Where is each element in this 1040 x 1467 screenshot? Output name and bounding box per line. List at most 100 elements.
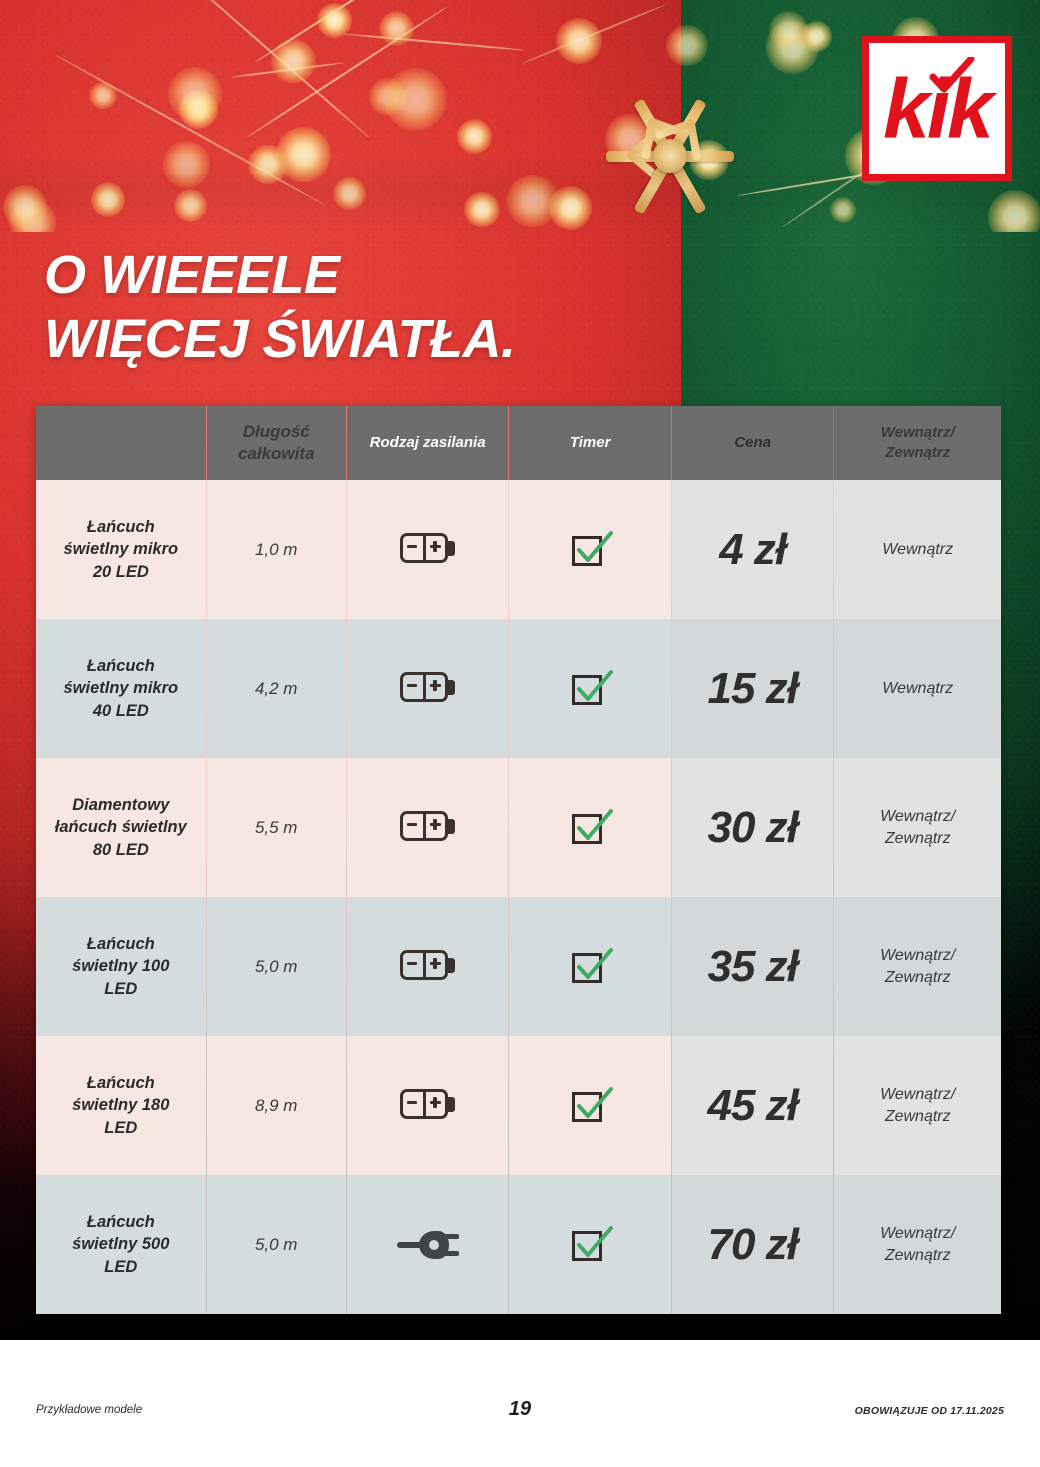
cell-timer (508, 619, 672, 758)
cell-product-name: Łańcuch świetlny 180 LED (36, 1036, 207, 1175)
product-name-line-3: 40 LED (92, 701, 149, 720)
kik-logo-text: kik (883, 61, 994, 156)
placement-line-2: Zewnątrz (884, 968, 951, 986)
page-title: O WIEEELE WIĘCEJ ŚWIATŁA. (44, 244, 744, 371)
light-bulb (162, 140, 210, 188)
product-name-line-3: LED (104, 1118, 138, 1137)
light-bulb (457, 119, 493, 155)
cell-power-type (346, 619, 510, 758)
product-comparison-table: Długość całkowita Rodzaj zasilania Timer… (36, 406, 1001, 1314)
light-bulb (666, 24, 708, 67)
cell-timer (508, 1175, 672, 1314)
cell-power-type (346, 1175, 510, 1314)
product-name-line-2: świetlny 100 (72, 957, 170, 976)
battery-icon (399, 949, 456, 984)
headline-line-2: WIĘCEJ ŚWIATŁA. (44, 308, 516, 369)
table-header: Długość całkowita Rodzaj zasilania Timer… (36, 406, 1001, 493)
light-bulb (174, 189, 208, 223)
cell-product-name: Łańcuch świetlny 500 LED (36, 1175, 207, 1314)
footer-note: Przykładowe modele (36, 1404, 143, 1416)
checkbox-checked-icon (572, 808, 614, 846)
battery-icon (399, 671, 456, 706)
column-header-placement: Wewnątrz/ Zewnątrz (833, 406, 1001, 493)
battery-icon (399, 810, 456, 845)
plug-icon (396, 1228, 459, 1262)
column-header-power-type: Rodzaj zasilania (346, 406, 510, 493)
cell-length: 5,5 m (206, 758, 347, 897)
light-bulb (168, 66, 223, 121)
product-name-line-3: LED (104, 979, 138, 998)
table-row: Łańcuch świetlny 180 LED 8,9 m 45 zł Wewnątrz… (36, 1036, 1001, 1175)
light-bulb (378, 10, 414, 47)
light-bulb (316, 2, 353, 39)
column-header-timer: Timer (508, 406, 672, 493)
cell-price: 30 zł (671, 758, 835, 897)
light-bulb (556, 18, 603, 65)
table-row: Diamentowy łańcuch świetlny 80 LED 5,5 m 30 … (36, 758, 1001, 897)
cell-placement: Wewnątrz (833, 480, 1001, 619)
product-name-line-2: świetlny mikro (63, 679, 179, 698)
snowflake-ornament (600, 86, 740, 226)
cell-length: 5,0 m (206, 897, 347, 1036)
cell-timer (508, 897, 672, 1036)
placement-line-1: Wewnątrz/ (880, 1224, 956, 1242)
checkbox-checked-icon (572, 530, 614, 568)
light-bulb (800, 20, 833, 53)
cell-price: 70 zł (671, 1175, 835, 1314)
cell-placement: Wewnątrz/Zewnątrz (833, 1175, 1001, 1314)
page-number: 19 (508, 1398, 532, 1420)
cell-placement: Wewnątrz/Zewnątrz (833, 758, 1001, 897)
cell-length: 4,2 m (206, 619, 347, 758)
cell-placement: Wewnątrz (833, 619, 1001, 758)
cell-product-name: Łańcuch świetlny mikro 20 LED (36, 480, 207, 619)
light-bulb (2, 184, 48, 229)
product-name-line-1: Diamentowy (72, 796, 170, 815)
table-body: Łańcuch świetlny mikro 20 LED 1,0 m 4 zł Wewn… (36, 480, 1001, 1314)
light-bulb (271, 38, 316, 84)
column-header-product (36, 406, 207, 480)
cell-power-type (346, 480, 510, 619)
checkbox-checked-icon (572, 947, 614, 985)
product-name-line-2: łańcuch świetlny (54, 818, 187, 837)
product-name-line-1: Łańcuch (86, 518, 155, 537)
checkbox-checked-icon (572, 1086, 614, 1124)
column-header-price: Cena (671, 406, 835, 493)
product-name-line-3: 80 LED (92, 840, 149, 859)
kik-logo[interactable]: kik (862, 36, 1012, 181)
cell-timer (508, 480, 672, 619)
placement-line-1: Wewnątrz/ (880, 946, 956, 964)
product-name-line-2: świetlny 500 (72, 1235, 170, 1254)
cell-length: 8,9 m (206, 1036, 347, 1175)
cell-product-name: Łańcuch świetlny 100 LED (36, 897, 207, 1036)
light-bulb (275, 127, 331, 183)
placement-line-1: Wewnątrz (882, 679, 954, 697)
light-bulb (829, 197, 856, 224)
cell-price: 35 zł (671, 897, 835, 1036)
product-name-line-1: Łańcuch (86, 935, 155, 954)
cell-power-type (346, 758, 510, 897)
table-header-row: Długość całkowita Rodzaj zasilania Timer… (36, 406, 1001, 493)
check-icon (929, 56, 975, 92)
cell-length: 5,0 m (206, 1175, 347, 1314)
placement-line-2: Zewnątrz (884, 1107, 951, 1125)
page-footer: Przykładowe modele 19 OBOWIĄZUJE OD 17.1… (0, 1398, 1040, 1438)
product-name-line-3: LED (104, 1257, 138, 1276)
product-name-line-2: świetlny 180 (72, 1096, 170, 1115)
checkbox-checked-icon (572, 1225, 614, 1263)
cell-placement: Wewnątrz/Zewnątrz (833, 1036, 1001, 1175)
cell-price: 15 zł (671, 619, 835, 758)
cell-timer (508, 1036, 672, 1175)
cell-length: 1,0 m (206, 480, 347, 619)
table-row: Łańcuch świetlny 500 LED 5,0 m 70 zł Wewnątrz… (36, 1175, 1001, 1314)
table-row: Łańcuch świetlny 100 LED 5,0 m 35 zł Wewnątrz… (36, 897, 1001, 1036)
placement-line-2: Zewnątrz (884, 1246, 951, 1264)
product-name-line-3: 20 LED (92, 562, 149, 581)
light-bulb (383, 68, 447, 132)
placement-line-2: Zewnątrz (884, 829, 951, 847)
battery-icon (399, 1088, 456, 1123)
product-name-line-1: Łańcuch (86, 1213, 155, 1232)
product-name-line-1: Łańcuch (86, 657, 155, 676)
cell-product-name: Łańcuch świetlny mikro 40 LED (36, 619, 207, 758)
cell-placement: Wewnątrz/Zewnątrz (833, 897, 1001, 1036)
